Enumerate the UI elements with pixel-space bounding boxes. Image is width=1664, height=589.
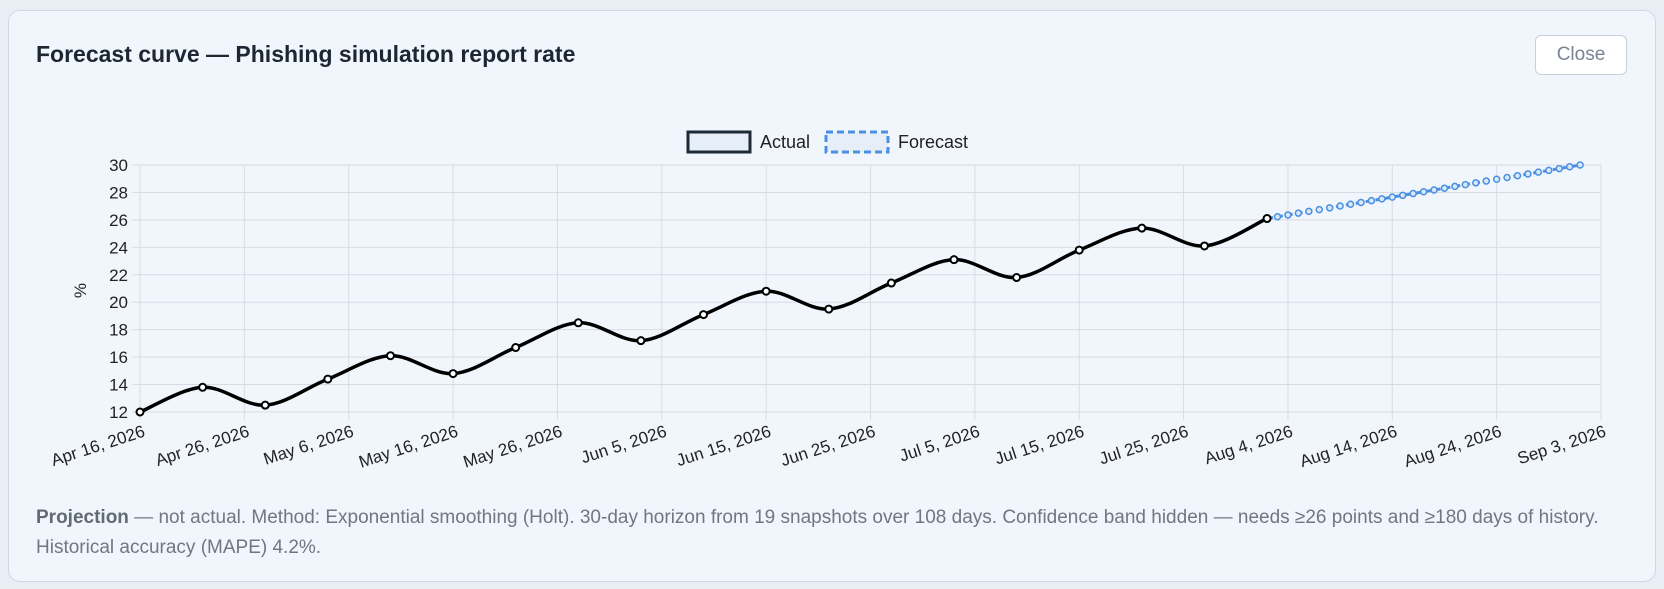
forecast-point	[1398, 191, 1407, 200]
forecast-point	[1482, 177, 1490, 185]
forecast-point	[1492, 175, 1501, 184]
projection-note-text: — not actual. Method: Exponential smooth…	[36, 507, 1599, 558]
forecast-point	[1565, 163, 1574, 171]
forecast-point	[1315, 205, 1323, 214]
actual-point	[636, 336, 646, 346]
forecast-point	[1336, 202, 1344, 210]
y-tick-label: 26	[109, 211, 128, 230]
legend-label-forecast: Forecast	[898, 132, 968, 152]
y-tick-label: 16	[109, 348, 128, 367]
x-tick-label: Sep 3, 2026	[1515, 422, 1608, 468]
actual-point	[1012, 273, 1022, 283]
actual-point	[886, 278, 896, 288]
forecast-point	[1451, 182, 1459, 191]
x-tick-label: Jun 15, 2026	[674, 422, 773, 470]
forecast-point	[1555, 164, 1564, 173]
x-tick-label: Jul 15, 2026	[992, 422, 1086, 469]
forecast-point	[1513, 171, 1522, 180]
actual-point	[824, 304, 834, 314]
y-tick-label: 18	[109, 321, 128, 340]
x-tick-label: Apr 16, 2026	[49, 422, 147, 470]
forecast-point	[1430, 186, 1438, 194]
x-tick-label: May 16, 2026	[356, 422, 460, 472]
x-tick-label: May 26, 2026	[461, 422, 565, 472]
forecast-point	[1367, 196, 1376, 205]
forecast-point	[1357, 198, 1365, 207]
forecast-point	[1388, 193, 1397, 201]
dialog-title: Forecast curve — Phishing simulation rep…	[36, 41, 576, 67]
y-tick-label: 24	[109, 238, 128, 257]
forecast-point	[1378, 195, 1386, 203]
forecast-point	[1524, 170, 1532, 178]
actual-point	[135, 407, 145, 417]
x-tick-label: Aug 4, 2026	[1202, 422, 1295, 468]
x-tick-label: Jul 25, 2026	[1097, 422, 1191, 469]
x-tick-label: Jun 5, 2026	[579, 422, 669, 468]
actual-point	[511, 343, 521, 353]
legend-swatch-forecast	[824, 130, 890, 154]
actual-point	[385, 351, 395, 361]
legend-swatch-actual	[686, 130, 752, 154]
x-tick-label: Aug 24, 2026	[1402, 422, 1504, 471]
forecast-point	[1294, 209, 1303, 217]
actual-point	[1262, 214, 1272, 224]
forecast-point	[1503, 173, 1511, 182]
forecast-point	[1461, 180, 1470, 189]
forecast-point	[1534, 168, 1543, 176]
x-tick-label: Jul 5, 2026	[897, 422, 982, 466]
forecast-point	[1472, 179, 1480, 187]
actual-point	[1199, 241, 1209, 251]
y-tick-label: 14	[109, 376, 128, 395]
forecast-point	[1325, 204, 1334, 212]
close-button[interactable]: Close	[1535, 35, 1627, 75]
forecast-point	[1273, 212, 1282, 221]
x-tick-label: Jun 25, 2026	[778, 422, 877, 470]
actual-point	[573, 318, 583, 328]
y-tick-label: 28	[109, 183, 128, 202]
forecast-point	[1409, 189, 1417, 198]
actual-point	[448, 369, 458, 379]
y-tick-label: 20	[109, 293, 128, 312]
y-axis-title: %	[71, 283, 90, 298]
projection-note: Projection — not actual. Method: Exponen…	[36, 503, 1626, 563]
projection-note-lead: Projection	[36, 507, 129, 528]
x-tick-label: Aug 14, 2026	[1297, 422, 1399, 471]
actual-point	[699, 310, 709, 320]
actual-point	[761, 286, 771, 296]
x-tick-label: Apr 26, 2026	[153, 422, 251, 470]
x-tick-label: May 6, 2026	[261, 422, 356, 469]
forecast-point	[1305, 207, 1313, 216]
y-tick-label: 30	[109, 156, 128, 175]
y-tick-label: 22	[109, 266, 128, 285]
actual-point	[260, 400, 270, 410]
forecast-point	[1576, 161, 1584, 169]
y-tick-label: 12	[109, 403, 128, 422]
forecast-point	[1545, 166, 1553, 175]
legend-label-actual: Actual	[760, 132, 810, 152]
forecast-point	[1440, 184, 1449, 192]
actual-point	[949, 255, 959, 265]
actual-point	[1074, 245, 1084, 255]
forecast-dialog: Forecast curve — Phishing simulation rep…	[8, 10, 1656, 582]
forecast-point	[1419, 188, 1428, 196]
actual-point	[1137, 223, 1147, 233]
actual-point	[323, 374, 333, 384]
forecast-point	[1346, 200, 1355, 208]
forecast-point	[1284, 211, 1292, 219]
actual-point	[198, 382, 208, 392]
